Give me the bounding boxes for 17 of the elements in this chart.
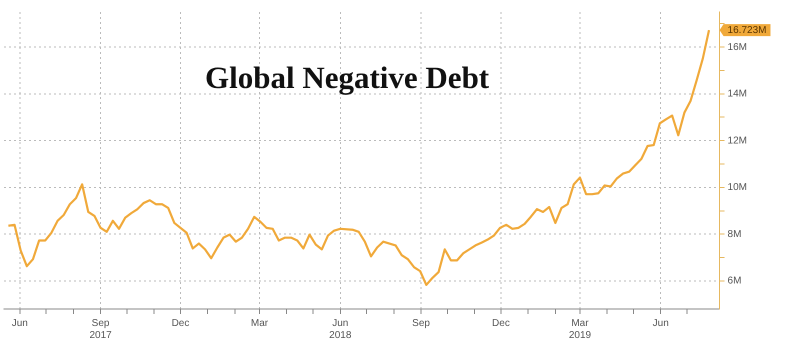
- y-tick-label: 16M: [728, 42, 747, 53]
- y-tick-label: 14M: [728, 88, 747, 100]
- x-tick-label: Sep: [412, 318, 430, 329]
- y-tick-label: 12M: [728, 135, 747, 146]
- x-tick-label: Sep 2017: [89, 318, 112, 341]
- y-tick-label: 6M: [728, 276, 742, 287]
- x-tick-label: Mar 2019: [568, 318, 592, 341]
- text: Global Negative Debt: [205, 60, 490, 96]
- annotation: 16.723M: [728, 24, 766, 36]
- x-tick-label: Mar: [250, 318, 269, 329]
- y-tick-label: 8M: [728, 228, 742, 240]
- x-tick-label: Jun: [12, 318, 28, 329]
- x-tick-label: Dec: [492, 318, 510, 329]
- x-tick-label: Jun: [652, 318, 669, 329]
- x-tick-label: Dec: [172, 318, 190, 329]
- x-tick-label: Jun 2018: [329, 318, 352, 341]
- y-tick-label: 10M: [728, 182, 747, 194]
